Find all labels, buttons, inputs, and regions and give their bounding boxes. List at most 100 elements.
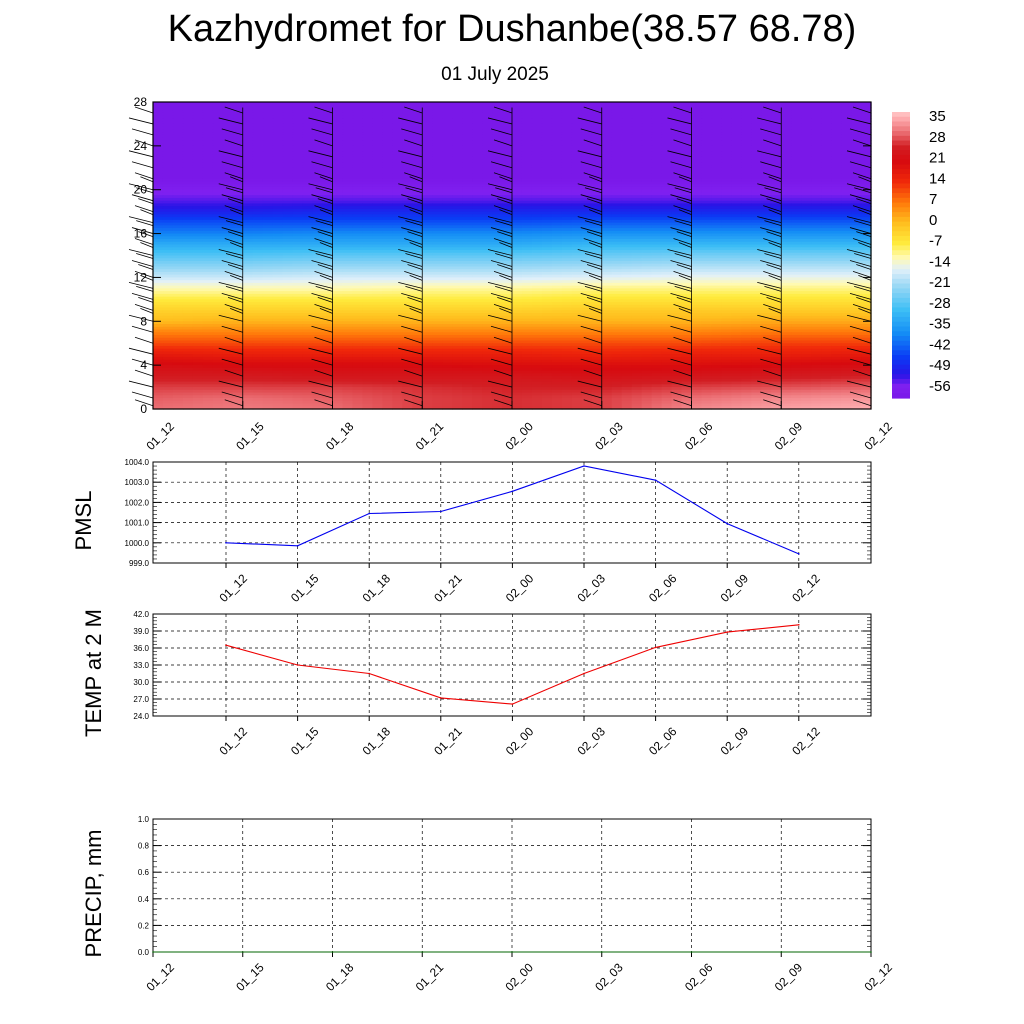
heatmap-cell [541, 162, 553, 166]
heatmap-cell [531, 269, 543, 273]
heatmap-cell [252, 178, 264, 183]
heatmap-cell [681, 145, 693, 150]
heatmap-cell [162, 250, 174, 254]
heatmap-cell [182, 258, 194, 262]
heatmap-cell [442, 282, 453, 287]
heatmap-cell [262, 123, 274, 128]
heatmap-cell [422, 222, 433, 226]
heatmap-cell [502, 236, 513, 240]
heatmap-cell [182, 123, 194, 128]
heatmap-cell [551, 250, 563, 254]
heatmap-cell [242, 260, 254, 265]
heatmap-cell [551, 206, 563, 210]
heatmap-cell [751, 214, 762, 218]
heatmap-cell [162, 126, 174, 131]
heatmap-cell [292, 110, 304, 114]
heatmap-cell [302, 162, 314, 166]
heatmap-cell [332, 140, 344, 144]
heatmap-cell [801, 162, 812, 166]
heatmap-cell [512, 260, 523, 265]
heatmap-cell [521, 134, 533, 139]
heatmap-cell [751, 274, 762, 279]
heatmap-cell [502, 192, 513, 196]
heatmap-cell [272, 115, 284, 120]
heatmap-cell [831, 126, 842, 131]
heatmap-cell [801, 269, 812, 273]
heatmap-cell [362, 132, 373, 136]
heatmap-cell [282, 115, 294, 120]
heatmap-cell [262, 140, 274, 144]
heatmap-cell [242, 162, 254, 166]
heatmap-cell [322, 291, 334, 295]
heatmap-cell [242, 258, 254, 262]
heatmap-cell [302, 247, 314, 251]
heatmap-cell [432, 230, 443, 235]
heatmap-cell [262, 211, 274, 215]
heatmap-cell [841, 178, 852, 183]
heatmap-cell [641, 148, 653, 152]
heatmap-cell [512, 192, 523, 196]
heatmap-cell [681, 181, 693, 185]
heatmap-cell [631, 112, 643, 117]
heatmap-cell [731, 241, 742, 246]
heatmap-cell [531, 129, 543, 133]
heatmap-cell [262, 192, 274, 196]
heatmap-cell [372, 206, 383, 210]
heatmap-cell [352, 176, 364, 180]
heatmap-cell [312, 112, 324, 117]
heatmap-cell [302, 260, 314, 265]
heatmap-cell [162, 184, 174, 188]
heatmap-cell [651, 104, 663, 109]
heatmap-cell [212, 189, 224, 194]
heatmap-cell [402, 140, 413, 144]
heatmap-cell [202, 291, 214, 295]
heatmap-cell [462, 233, 473, 237]
heatmap-cell [811, 225, 822, 229]
heatmap-cell [482, 104, 493, 109]
heatmap-cell [571, 173, 583, 177]
heatmap-cell [162, 258, 174, 262]
heatmap-cell [801, 271, 812, 276]
heatmap-cell [631, 222, 643, 226]
heatmap-cell [322, 137, 334, 141]
heatmap-cell [661, 214, 673, 218]
heatmap-cell [861, 167, 872, 172]
heatmap-cell [482, 137, 493, 141]
heatmap-cell [362, 244, 373, 248]
heatmap-cell [282, 280, 294, 284]
heatmap-cell [631, 258, 643, 262]
heatmap-cell [771, 118, 782, 122]
heatmap-cell [561, 159, 573, 163]
heatmap-cell [222, 241, 234, 246]
heatmap-cell [821, 110, 832, 114]
heatmap-cell [452, 140, 463, 144]
heatmap-cell [482, 280, 493, 284]
heatmap-cell [162, 104, 174, 109]
heatmap-cell [641, 143, 653, 147]
heatmap-cell [153, 126, 164, 131]
heatmap-cell [332, 280, 344, 284]
heatmap-cell [262, 219, 274, 224]
heatmap-cell [691, 148, 703, 152]
heatmap-cell [332, 219, 344, 224]
heatmap-cell [382, 277, 393, 281]
heatmap-cell [342, 230, 354, 235]
heatmap-cell [641, 154, 653, 158]
heatmap-cell [382, 102, 393, 106]
heatmap-cell [192, 228, 204, 232]
heatmap-cell [232, 159, 244, 163]
heatmap-cell [192, 288, 204, 292]
heatmap-cell [462, 195, 473, 199]
heatmap-cell [482, 170, 493, 174]
heatmap-cell [472, 211, 483, 215]
heatmap-cell [262, 271, 274, 276]
heatmap-cell [831, 239, 842, 243]
heatmap-cell [551, 260, 563, 265]
heatmap-cell [342, 176, 354, 180]
heatmap-cell [851, 288, 862, 292]
heatmap-cell [202, 211, 214, 215]
heatmap-cell [761, 274, 772, 279]
heatmap-cell [531, 176, 543, 180]
heatmap-cell [382, 195, 393, 199]
heatmap-cell [372, 178, 383, 183]
